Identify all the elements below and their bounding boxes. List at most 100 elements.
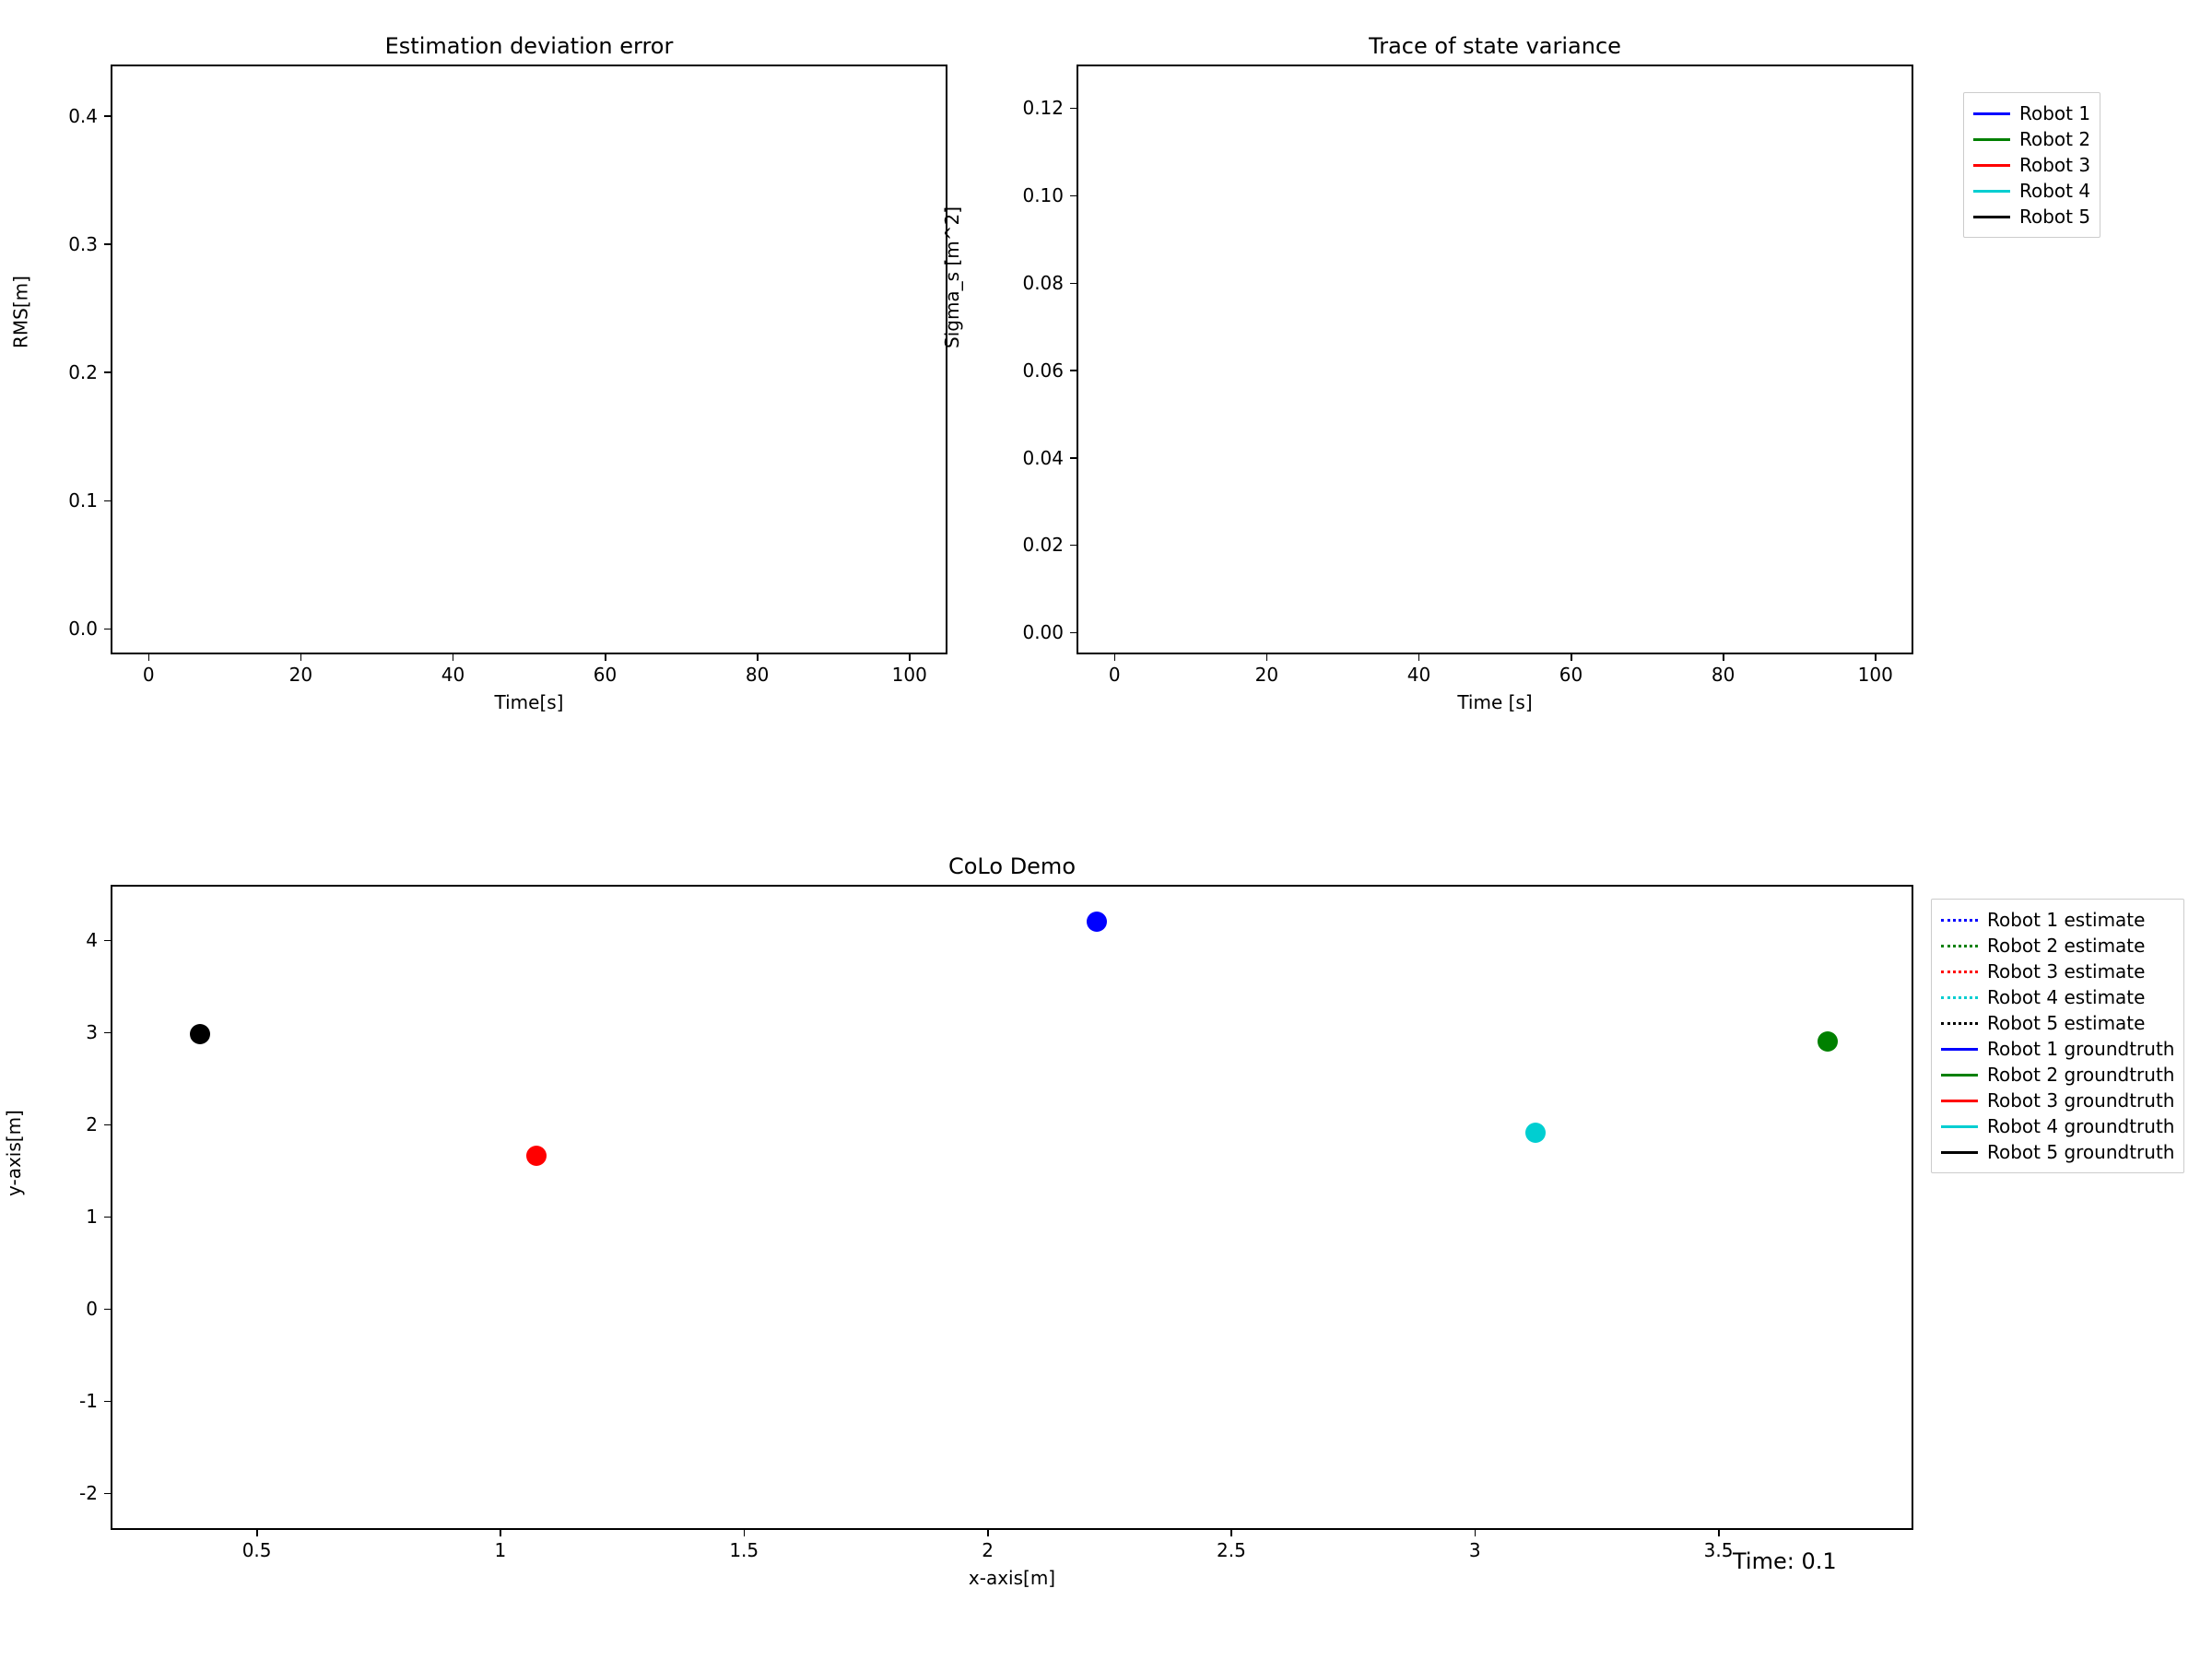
xtick-label: 0 — [143, 664, 155, 686]
xtick-label: 60 — [594, 664, 617, 686]
ytick-label: 0.2 — [68, 361, 98, 383]
legend-top: Robot 1 Robot 2 Robot 3Robot 4Robot 5 — [1963, 92, 2100, 238]
chart-title-bottom: CoLo Demo — [111, 853, 1913, 879]
xtick-mark — [453, 654, 454, 661]
robot-marker-robot3 — [526, 1146, 547, 1166]
ytick-label: 4 — [86, 929, 98, 951]
ytick-label: 0.4 — [68, 105, 98, 127]
legend-item: Robot 4 estimate — [1941, 984, 2174, 1010]
ytick-mark — [104, 1401, 111, 1403]
xtick-mark — [757, 654, 759, 661]
xtick-mark — [605, 654, 606, 661]
xtick-label: 3 — [1469, 1539, 1481, 1561]
xtick-label: 0 — [1109, 664, 1121, 686]
legend-label: Robot 3 — [2019, 154, 2090, 176]
legend-label: Robot 3 estimate — [1987, 960, 2145, 982]
ytick-label: 0.06 — [1022, 359, 1064, 382]
ytick-mark — [1070, 457, 1077, 459]
xtick-mark — [1230, 1530, 1232, 1536]
ytick-mark — [1070, 108, 1077, 110]
xlabel-top-right: Time [s] — [1077, 691, 1913, 713]
ytick-mark — [104, 115, 111, 117]
xtick-mark — [1875, 654, 1877, 661]
ytick-label: 2 — [86, 1113, 98, 1135]
robot-marker-robot1 — [1087, 912, 1107, 932]
xtick-label: 100 — [1858, 664, 1893, 686]
legend-bottom: Robot 1 estimate Robot 2 estimate Robot 3 … — [1931, 899, 2184, 1173]
legend-swatch — [1941, 1100, 1978, 1102]
robot-marker-robot5 — [190, 1024, 210, 1044]
ytick-label: 3 — [86, 1021, 98, 1043]
xtick-mark — [1571, 654, 1572, 661]
ytick-label: 0 — [86, 1298, 98, 1320]
legend-item: Robot 2 — [1973, 126, 2090, 152]
axes-top-left — [111, 65, 947, 654]
legend-swatch — [1973, 164, 2010, 167]
legend-swatch — [1941, 1074, 1978, 1077]
ytick-mark — [1070, 370, 1077, 371]
legend-swatch — [1973, 138, 2010, 141]
legend-label: Robot 5 estimate — [1987, 1012, 2145, 1034]
xtick-mark — [1718, 1530, 1720, 1536]
time-value: 0.1 — [1801, 1548, 1836, 1574]
ytick-label: -2 — [79, 1482, 98, 1504]
ytick-mark — [1070, 632, 1077, 634]
legend-swatch — [1941, 971, 1978, 973]
xtick-label: 100 — [892, 664, 927, 686]
xtick-label: 20 — [1255, 664, 1278, 686]
xtick-label: 40 — [1407, 664, 1430, 686]
legend-swatch — [1941, 919, 1978, 922]
legend-item: Robot 4 — [1973, 178, 2090, 204]
legend-swatch — [1941, 1048, 1978, 1051]
ytick-label: 0.10 — [1022, 184, 1064, 206]
ytick-mark — [104, 629, 111, 630]
legend-label: Robot 2 groundtruth — [1987, 1064, 2174, 1086]
xtick-label: 80 — [1712, 664, 1735, 686]
ytick-label: 0.02 — [1022, 534, 1064, 556]
ylabel-top-left: RMS[m] — [10, 276, 32, 348]
chart-title-top-left: Estimation deviation error — [111, 33, 947, 59]
xtick-mark — [1723, 654, 1724, 661]
ytick-mark — [104, 1309, 111, 1311]
legend-item: Robot 2 groundtruth — [1941, 1062, 2174, 1088]
legend-swatch — [1941, 1125, 1978, 1128]
ytick-label: 0.0 — [68, 618, 98, 640]
ytick-mark — [104, 1493, 111, 1495]
legend-item: Robot 5 — [1973, 204, 2090, 229]
xtick-label: 2.5 — [1217, 1539, 1246, 1561]
legend-label: Robot 1 — [2019, 102, 2090, 124]
xtick-mark — [1266, 654, 1268, 661]
ytick-label: 0.12 — [1022, 97, 1064, 119]
chart-title-top-right: Trace of state variance — [1077, 33, 1913, 59]
legend-item: Robot 1 — [1973, 100, 2090, 126]
ytick-mark — [104, 1217, 111, 1218]
legend-item: Robot 1 estimate — [1941, 907, 2174, 933]
ytick-mark — [104, 371, 111, 373]
ytick-mark — [104, 1124, 111, 1126]
xtick-label: 1 — [495, 1539, 507, 1561]
legend-label: Robot 2 — [2019, 128, 2090, 150]
ytick-label: 0.08 — [1022, 272, 1064, 294]
ytick-label: 0.00 — [1022, 621, 1064, 643]
xtick-mark — [300, 654, 302, 661]
legend-item: Robot 3 estimate — [1941, 959, 2174, 984]
xtick-mark — [909, 654, 911, 661]
xtick-mark — [500, 1530, 501, 1536]
legend-swatch — [1941, 1022, 1978, 1025]
figure: Estimation deviation error Time[s] RMS[m… — [0, 0, 2212, 1659]
xtick-label: 2 — [982, 1539, 994, 1561]
xtick-mark — [1475, 1530, 1477, 1536]
legend-label: Robot 1 estimate — [1987, 909, 2145, 931]
legend-label: Robot 2 estimate — [1987, 935, 2145, 957]
ylabel-bottom: y-axis[m] — [3, 1110, 25, 1196]
xtick-mark — [987, 1530, 989, 1536]
ytick-label: 0.3 — [68, 233, 98, 255]
xtick-label: 80 — [746, 664, 769, 686]
xtick-mark — [744, 1530, 746, 1536]
legend-label: Robot 5 — [2019, 206, 2090, 228]
legend-label: Robot 3 groundtruth — [1987, 1089, 2174, 1112]
legend-swatch — [1973, 216, 2010, 218]
xtick-label: 3.5 — [1704, 1539, 1734, 1561]
ytick-mark — [104, 940, 111, 942]
xtick-mark — [1418, 654, 1420, 661]
